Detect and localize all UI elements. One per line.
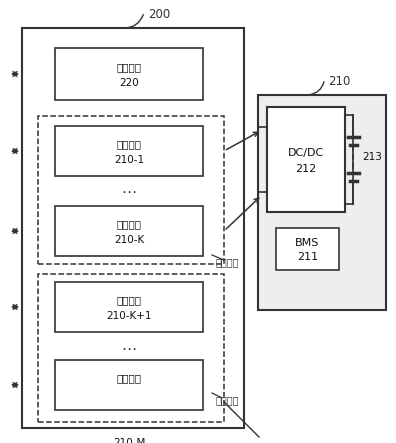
Bar (38, 116, 224, 264)
Text: 200: 200 (148, 8, 170, 20)
Text: 220: 220 (119, 78, 139, 88)
Text: 213: 213 (362, 152, 382, 162)
Text: ⋯: ⋯ (122, 184, 137, 199)
Text: 监控模块: 监控模块 (116, 62, 141, 72)
Bar (55, 206, 203, 256)
Text: 电池模组: 电池模组 (116, 295, 141, 305)
Text: 210-K: 210-K (114, 235, 144, 245)
Bar (267, 107, 345, 212)
Bar (55, 282, 203, 332)
Text: 休眠模式: 休眠模式 (216, 395, 240, 405)
Text: 电池模组: 电池模组 (116, 139, 141, 149)
Bar (55, 126, 203, 176)
Text: ⋯: ⋯ (122, 342, 137, 357)
Text: 电池模组: 电池模组 (116, 373, 141, 383)
Text: 211: 211 (297, 252, 318, 262)
Bar (55, 48, 203, 100)
Text: 210-1: 210-1 (114, 155, 144, 165)
Bar (258, 95, 386, 310)
Text: 212: 212 (295, 163, 317, 174)
Bar (22, 28, 244, 428)
Bar (55, 360, 203, 410)
Bar (38, 274, 224, 422)
Text: 210-K+1: 210-K+1 (106, 311, 152, 321)
Text: DC/DC: DC/DC (288, 148, 324, 158)
Text: 210: 210 (329, 74, 351, 88)
Text: 电池模组: 电池模组 (116, 219, 141, 229)
Text: 210-M: 210-M (113, 438, 145, 443)
Text: BMS: BMS (295, 238, 320, 248)
Text: 放电模式: 放电模式 (216, 257, 240, 267)
Bar (276, 228, 339, 270)
